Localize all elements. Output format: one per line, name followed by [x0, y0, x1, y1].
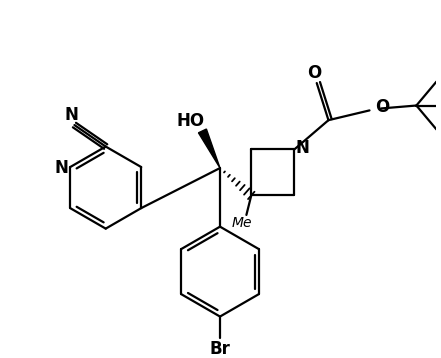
Text: N: N — [64, 106, 78, 124]
Text: Br: Br — [209, 340, 231, 358]
Text: HO: HO — [177, 112, 205, 130]
Text: Me: Me — [231, 216, 252, 230]
Text: O: O — [306, 64, 321, 82]
Text: O: O — [375, 98, 389, 116]
Text: N: N — [295, 139, 309, 156]
Text: N: N — [54, 159, 68, 177]
Polygon shape — [198, 129, 220, 168]
